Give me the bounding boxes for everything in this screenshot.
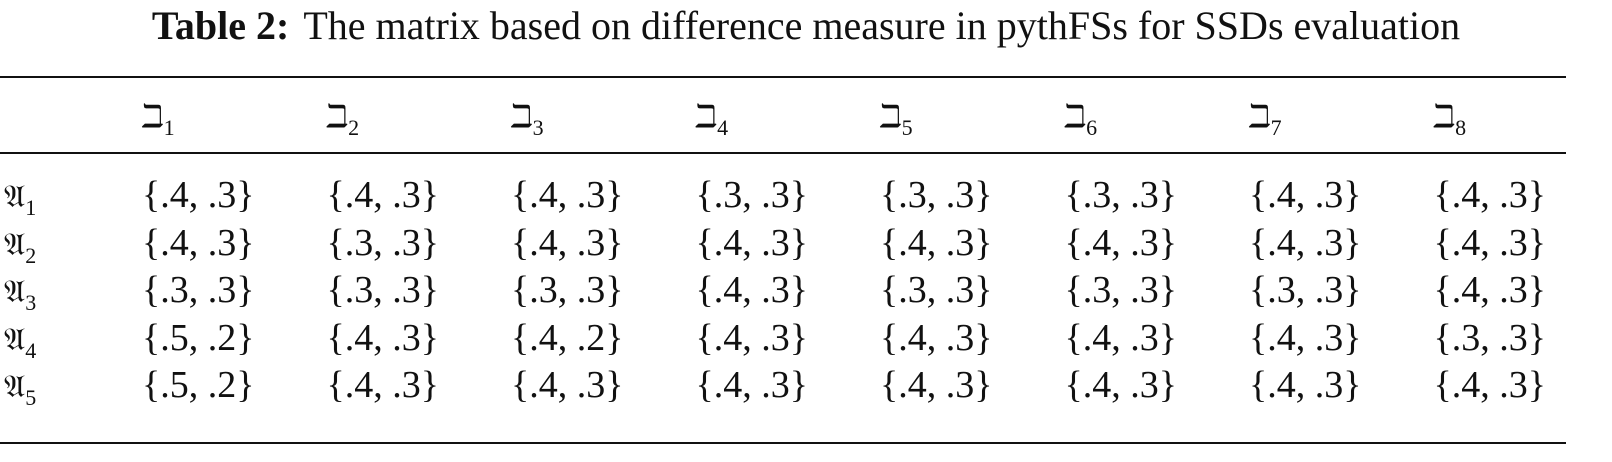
top-rule — [0, 76, 1566, 78]
table-cell: {.3, .3} — [1249, 269, 1362, 311]
symbol: ℶ — [1249, 97, 1271, 135]
table-cell: {.5, .2} — [142, 364, 255, 406]
column-header: ℶ8 — [1433, 96, 1467, 139]
table-cell: {.3, .3} — [1064, 269, 1177, 311]
table-cell: {.4, .3} — [880, 364, 993, 406]
symbol: ℶ — [142, 97, 164, 135]
column-header: ℶ4 — [695, 96, 729, 139]
table-cell: {.4, .3} — [511, 364, 624, 406]
table-cell: {.4, .3} — [695, 269, 808, 311]
subscript: 4 — [25, 337, 37, 363]
symbol: ℶ — [880, 97, 902, 135]
table-cell: {.4, .3} — [1433, 269, 1546, 311]
table-cell: {.4, .3} — [1064, 364, 1177, 406]
subscript: 1 — [163, 115, 175, 140]
symbol: 𝔄 — [4, 177, 26, 215]
table-cell: {.4, .3} — [326, 316, 439, 359]
table-cell: {.4, .3} — [1433, 364, 1546, 406]
row-header: 𝔄4 — [4, 319, 36, 362]
table-cell: {.4, .3} — [1433, 174, 1546, 216]
symbol: ℶ — [1433, 97, 1456, 135]
table-cell: {.4, .3} — [880, 316, 993, 359]
symbol: ℶ — [511, 97, 533, 135]
table-cell: {.4, .3} — [511, 221, 624, 264]
table-cell: {.4, .3} — [1249, 316, 1362, 359]
column-header: ℶ1 — [142, 96, 175, 139]
table-cell: {.4, .3} — [880, 221, 993, 264]
table-cell: {.4, .3} — [1433, 221, 1546, 264]
subscript: 2 — [25, 242, 37, 268]
column-header: ℶ3 — [511, 96, 544, 139]
table-cell: {.5, .2} — [142, 316, 255, 359]
column-header: ℶ5 — [880, 96, 913, 139]
table-cell: {.4, .3} — [326, 364, 439, 406]
table-cell: {.3, .3} — [880, 174, 993, 216]
table-cell: {.3, .3} — [326, 269, 439, 311]
symbol: ℶ — [695, 97, 718, 135]
column-header: ℶ6 — [1064, 96, 1098, 139]
table-cell: {.4, .3} — [695, 316, 808, 359]
bottom-rule — [0, 442, 1566, 444]
caption: Table 2: The matrix based on difference m… — [0, 2, 1612, 49]
subscript: 5 — [25, 385, 37, 410]
column-header: ℶ7 — [1249, 96, 1282, 139]
table-cell: {.4, .3} — [1249, 221, 1362, 264]
table-cell: {.4, .3} — [695, 364, 808, 406]
subscript: 1 — [25, 195, 37, 220]
symbol: ℶ — [1064, 97, 1087, 135]
table-cell: {.3, .3} — [1433, 316, 1546, 359]
table-cell: {.4, .3} — [1064, 316, 1177, 359]
row-header: 𝔄5 — [4, 366, 36, 409]
table-cell: {.3, .3} — [511, 269, 624, 311]
table-cell: {.4, .3} — [326, 174, 439, 216]
table-cell: {.4, .3} — [1064, 221, 1177, 264]
mid-rule — [0, 152, 1566, 154]
table-cell: {.4, .3} — [511, 174, 624, 216]
subscript: 6 — [1086, 115, 1098, 140]
symbol: 𝔄 — [4, 272, 26, 310]
caption-text: The matrix based on difference measure i… — [303, 3, 1461, 48]
subscript: 3 — [532, 115, 544, 140]
table-cell: {.4, .2} — [511, 316, 624, 359]
subscript: 3 — [25, 290, 37, 315]
table-cell: {.3, .3} — [142, 269, 255, 311]
table-cell: {.3, .3} — [695, 174, 808, 216]
table-cell: {.3, .3} — [1064, 174, 1177, 216]
symbol: 𝔄 — [4, 367, 26, 405]
caption-label: Table 2: — [151, 3, 290, 48]
table-cell: {.3, .3} — [326, 221, 439, 264]
table-cell: {.4, .3} — [142, 221, 255, 264]
row-header: 𝔄2 — [4, 224, 36, 267]
symbol: ℶ — [326, 97, 349, 135]
subscript: 4 — [717, 115, 729, 140]
column-header: ℶ2 — [326, 96, 360, 139]
table-cell: {.4, .3} — [1249, 174, 1362, 216]
table-cell: {.4, .3} — [142, 174, 255, 216]
subscript: 2 — [348, 115, 360, 140]
subscript: 8 — [1455, 115, 1467, 140]
row-header: 𝔄1 — [4, 176, 36, 219]
table-cell: {.4, .3} — [695, 221, 808, 264]
table-cell: {.4, .3} — [1249, 364, 1362, 406]
row-header: 𝔄3 — [4, 271, 36, 314]
subscript: 5 — [901, 115, 913, 140]
symbol: 𝔄 — [4, 319, 26, 358]
symbol: 𝔄 — [4, 224, 26, 263]
subscript: 7 — [1270, 115, 1282, 140]
table-cell: {.3, .3} — [880, 269, 993, 311]
